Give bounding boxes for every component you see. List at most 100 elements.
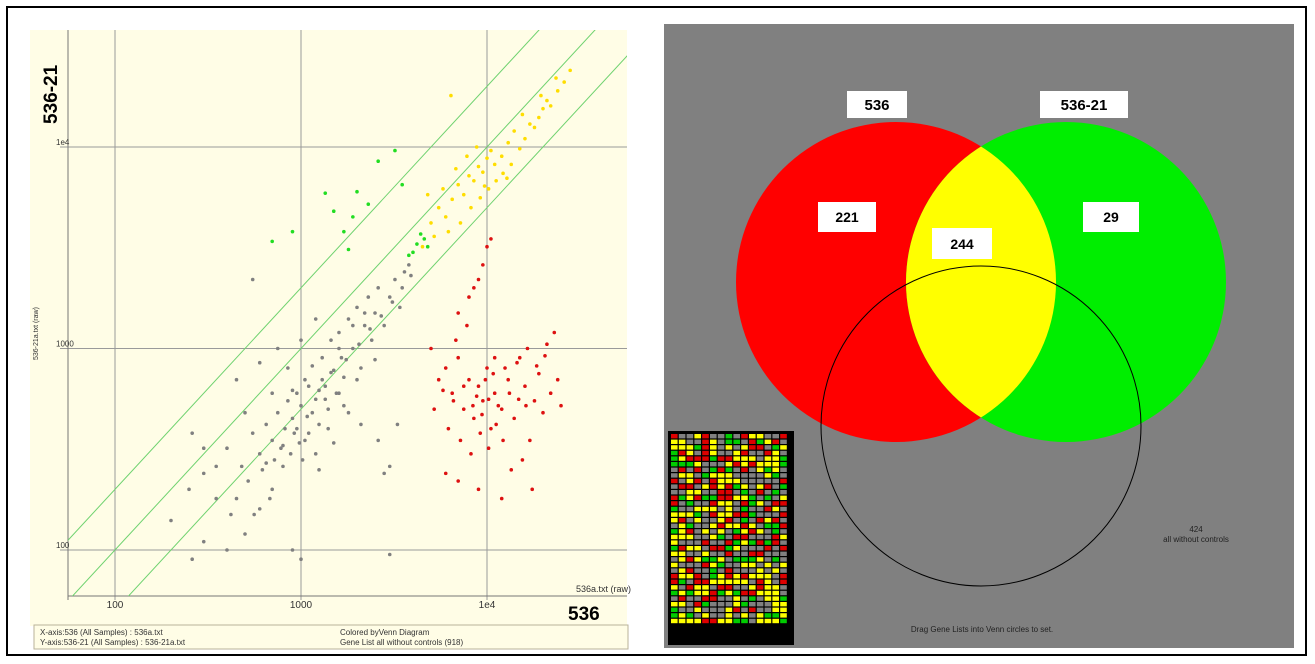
thumbnail-cell [756,512,764,517]
thumbnail-cell [733,523,740,528]
thumbnail-cell [725,456,733,461]
thumbnail-cell [780,540,787,545]
scatter-diagonal-lines [68,30,627,596]
thumbnail-cell [702,506,709,512]
thumbnail-cell [671,602,678,607]
thumbnail-cell [694,574,701,579]
scatter-point [496,403,501,408]
thumbnail-cell [717,613,725,618]
footer-x-axis: X-axis:536 (All Samples) : 536a.txt [40,628,163,637]
thumbnail-cell [710,495,717,500]
footer-y-axis: Y-axis:536-21 (All Samples) : 536-21a.tx… [40,638,186,647]
thumbnail-cell [780,512,787,517]
thumbnail-cell [772,456,779,461]
scatter-point [467,173,471,178]
scatter-point [422,237,427,241]
thumbnail-cell [686,523,694,528]
thumbnail-cell [749,462,756,467]
x-tick-label: 1e4 [479,600,496,611]
diagonal-line [68,30,540,541]
thumbnail-cell [749,473,756,478]
scatter-point [407,253,411,258]
thumbnail-cell [710,596,717,601]
venn-overlap [906,122,1056,442]
thumbnail-cell [702,523,709,528]
scatter-point [376,438,380,443]
thumbnail-cell [749,518,756,523]
thumbnail-cell [764,534,772,540]
thumbnail-cell [678,501,686,506]
thumbnail-cell [764,590,772,596]
scatter-point [295,426,299,431]
thumbnail-cell [780,456,787,461]
scatter-point [523,384,527,388]
scatter-point [478,431,483,435]
scatter-point [476,164,481,169]
thumbnail-cell [733,613,740,618]
thumbnail-cell [756,590,764,596]
thumbnail-cell [741,495,748,500]
thumbnail-cell [772,434,779,439]
thumbnail-cell [780,439,787,444]
thumbnail-cell [694,534,701,540]
thumbnail-cell [678,478,686,484]
thumbnail-cell [678,568,686,573]
thumbnail-cell [756,462,764,467]
thumbnail-cell [710,618,717,624]
scatter-point [303,438,307,443]
thumbnail-cell [741,445,748,450]
scatter-point [506,377,510,382]
thumbnail-cell [725,579,733,584]
thumbnail-cell [733,602,740,607]
scatter-point [337,346,341,351]
thumbnail-cell [780,557,787,562]
scatter-point [331,441,336,445]
thumbnail-cell [717,495,725,500]
scatter-point [323,384,328,388]
thumbnail-cell [717,473,725,478]
scatter-point [411,250,415,255]
thumbnail-cell [764,596,772,601]
scatter-point [390,300,395,304]
y-big-label: 536-21 [41,64,62,124]
scatter-point [532,125,537,130]
thumbnail-cell [710,506,717,512]
thumbnail-cell [772,478,779,484]
thumbnail-cell [717,518,725,523]
scatter-point [355,377,359,382]
thumbnail-cell [686,613,694,618]
scatter-point [234,496,239,501]
thumbnail-cell [741,607,748,612]
scatter-point [541,106,545,111]
thumbnail-cell [717,534,725,540]
thumbnail-cell [694,439,701,444]
scatter-point [317,388,321,393]
thumbnail-cell [710,613,717,618]
thumbnail-cell [733,462,740,467]
thumbnail-cell [733,568,740,573]
scatter-point [494,178,498,183]
thumbnail-cell [717,512,725,517]
thumbnail-cell [749,546,756,551]
thumbnail-cell [780,618,787,624]
thumbnail-cell [717,484,725,489]
thumbnail-cell [717,590,725,596]
thumbnail-cell [764,529,772,534]
venn-circle-all-without-controls[interactable] [820,265,1142,587]
thumbnail-cell [702,473,709,478]
scatter-point [281,443,285,448]
thumbnail-cell [780,574,787,579]
scatter-point [362,323,367,328]
thumbnail-cell [733,501,740,506]
thumbnail-cell [756,613,764,618]
scatter-point [382,323,386,328]
thumbnail-cell [686,512,694,517]
scatter-point [329,338,333,342]
thumbnail-cell [764,518,772,523]
thumbnail-cell [717,478,725,484]
thumbnail-cell [710,585,717,590]
thumbnail-cell [764,602,772,607]
scatter-point [187,487,191,492]
thumbnail-cell [717,445,725,450]
thumbnail-cell [686,562,694,568]
